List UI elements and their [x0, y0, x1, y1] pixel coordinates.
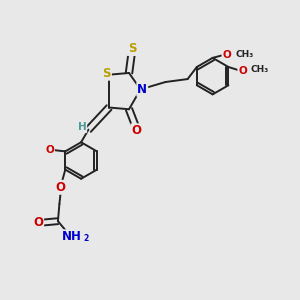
Text: H: H [78, 122, 86, 132]
Text: O: O [238, 65, 247, 76]
Text: CH₃: CH₃ [251, 65, 269, 74]
Text: O: O [45, 145, 54, 155]
Text: O: O [222, 50, 231, 60]
Text: N: N [137, 83, 147, 96]
Text: S: S [103, 67, 111, 80]
Text: 2: 2 [84, 234, 89, 243]
Text: CH₃: CH₃ [235, 50, 253, 59]
Text: O: O [131, 124, 141, 137]
Text: O: O [56, 181, 66, 194]
Text: NH: NH [62, 230, 82, 243]
Text: S: S [128, 42, 136, 55]
Text: O: O [33, 216, 43, 229]
